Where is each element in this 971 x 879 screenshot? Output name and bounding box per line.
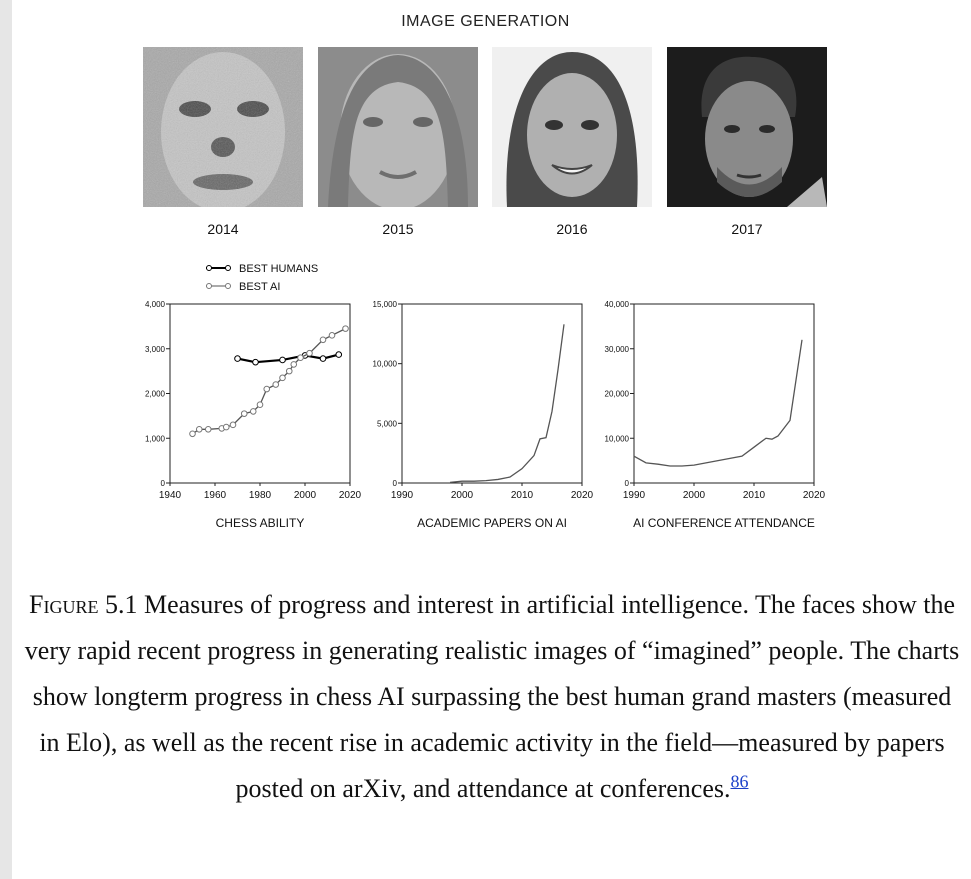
chess-data-point xyxy=(234,355,241,362)
attendance-chart-frame xyxy=(633,303,815,484)
page-margin-strip xyxy=(0,0,12,879)
footnote-link[interactable]: 86 xyxy=(730,771,749,792)
face-year-2017: 2017 xyxy=(731,221,763,237)
attendance-y-tick-label: 20,000 xyxy=(605,390,630,399)
legend-swatch-marker-0 xyxy=(206,265,212,271)
attendance-x-tick-label: 2020 xyxy=(803,490,826,501)
papers-chart-frame xyxy=(401,303,583,484)
papers-x-tick-label: 2000 xyxy=(451,490,474,501)
papers-x-tick-label: 2020 xyxy=(571,490,594,501)
papers-y-tick-label: 0 xyxy=(393,479,398,488)
legend-label-0: BEST HUMANS xyxy=(239,263,318,275)
chess-x-tick-label: 2000 xyxy=(294,490,317,501)
legend-label-1: BEST AI xyxy=(239,281,280,293)
image-generation-title: IMAGE GENERATION xyxy=(401,13,570,30)
legend-swatch-marker-1 xyxy=(206,283,212,289)
chess-series-line-1 xyxy=(192,328,346,435)
papers-y-tick-label: 10,000 xyxy=(373,360,398,369)
chess-data-point xyxy=(229,421,237,429)
attendance-x-tick-label: 2000 xyxy=(683,490,706,501)
charts-area: 0 1,000 2,000 3,000 4,000 1940 1960 1980 2000 202… xyxy=(145,263,826,530)
chess-data-point xyxy=(204,426,212,433)
face-image-2014 xyxy=(143,47,303,207)
chess-data-point xyxy=(249,408,257,415)
papers-x-axis-label: ACADEMIC PAPERS ON AI xyxy=(417,516,567,530)
chess-data-point xyxy=(319,336,327,344)
chess-x-tick-label: 1960 xyxy=(204,490,227,501)
legend-swatch-marker-0 xyxy=(225,265,231,271)
chess-y-tick-label: 2,000 xyxy=(145,390,166,399)
chess-y-tick-label: 0 xyxy=(161,479,166,488)
face-image-2016 xyxy=(492,47,652,207)
chess-data-point xyxy=(279,374,286,382)
chess-data-point xyxy=(285,367,293,375)
figure-label: Figure 5.1 xyxy=(29,590,138,619)
chess-data-point xyxy=(290,361,298,368)
chess-x-tick-label: 1980 xyxy=(249,490,272,501)
chess-data-point xyxy=(328,332,336,339)
papers-y-tick-label: 5,000 xyxy=(377,419,398,428)
legend-swatch-marker-1 xyxy=(225,283,231,289)
papers-x-tick-label: 1990 xyxy=(391,490,414,501)
chess-data-point xyxy=(189,430,196,438)
chess-x-tick-label: 2020 xyxy=(339,490,362,501)
attendance-y-tick-label: 30,000 xyxy=(605,345,630,354)
papers-series-line-0 xyxy=(449,324,565,484)
attendance-y-tick-label: 0 xyxy=(625,479,630,488)
face-year-2014: 2014 xyxy=(207,221,239,237)
attendance-x-axis-label: AI CONFERENCE ATTENDANCE xyxy=(633,516,815,530)
attendance-y-tick-label: 10,000 xyxy=(605,434,630,443)
chess-data-point xyxy=(195,426,203,433)
chess-data-point xyxy=(256,401,264,408)
caption-text: Measures of progress and interest in art… xyxy=(24,590,960,803)
chess-data-point xyxy=(279,356,286,364)
papers-y-tick-label: 15,000 xyxy=(373,300,398,309)
chess-x-axis-label: CHESS ABILITY xyxy=(216,516,305,530)
chess-y-tick-label: 3,000 xyxy=(145,345,166,354)
attendance-y-tick-label: 40,000 xyxy=(605,300,630,309)
chess-data-point xyxy=(306,349,313,357)
chess-data-point xyxy=(319,355,327,362)
attendance-series-line-0 xyxy=(633,339,803,467)
chess-data-point xyxy=(272,381,280,388)
chess-chart-frame xyxy=(169,303,351,484)
chess-y-tick-label: 1,000 xyxy=(145,434,166,443)
chess-data-point xyxy=(342,325,349,332)
face-year-2015: 2015 xyxy=(382,221,414,237)
face-image-2015 xyxy=(318,47,478,207)
figure-caption: Figure 5.1 Measures of progress and inte… xyxy=(22,582,962,812)
chess-y-tick-label: 4,000 xyxy=(145,300,166,309)
chess-data-point xyxy=(263,385,271,393)
chess-x-tick-label: 1940 xyxy=(159,490,182,501)
face-image-2017 xyxy=(667,47,827,207)
chess-data-point xyxy=(335,351,343,358)
face-year-2016: 2016 xyxy=(556,221,588,237)
chess-data-point xyxy=(297,354,304,362)
attendance-x-tick-label: 1990 xyxy=(623,490,646,501)
attendance-x-tick-label: 2010 xyxy=(743,490,766,501)
chess-data-point xyxy=(252,358,259,366)
chess-data-point xyxy=(222,423,230,431)
papers-x-tick-label: 2010 xyxy=(511,490,534,501)
chess-data-point xyxy=(240,410,248,417)
